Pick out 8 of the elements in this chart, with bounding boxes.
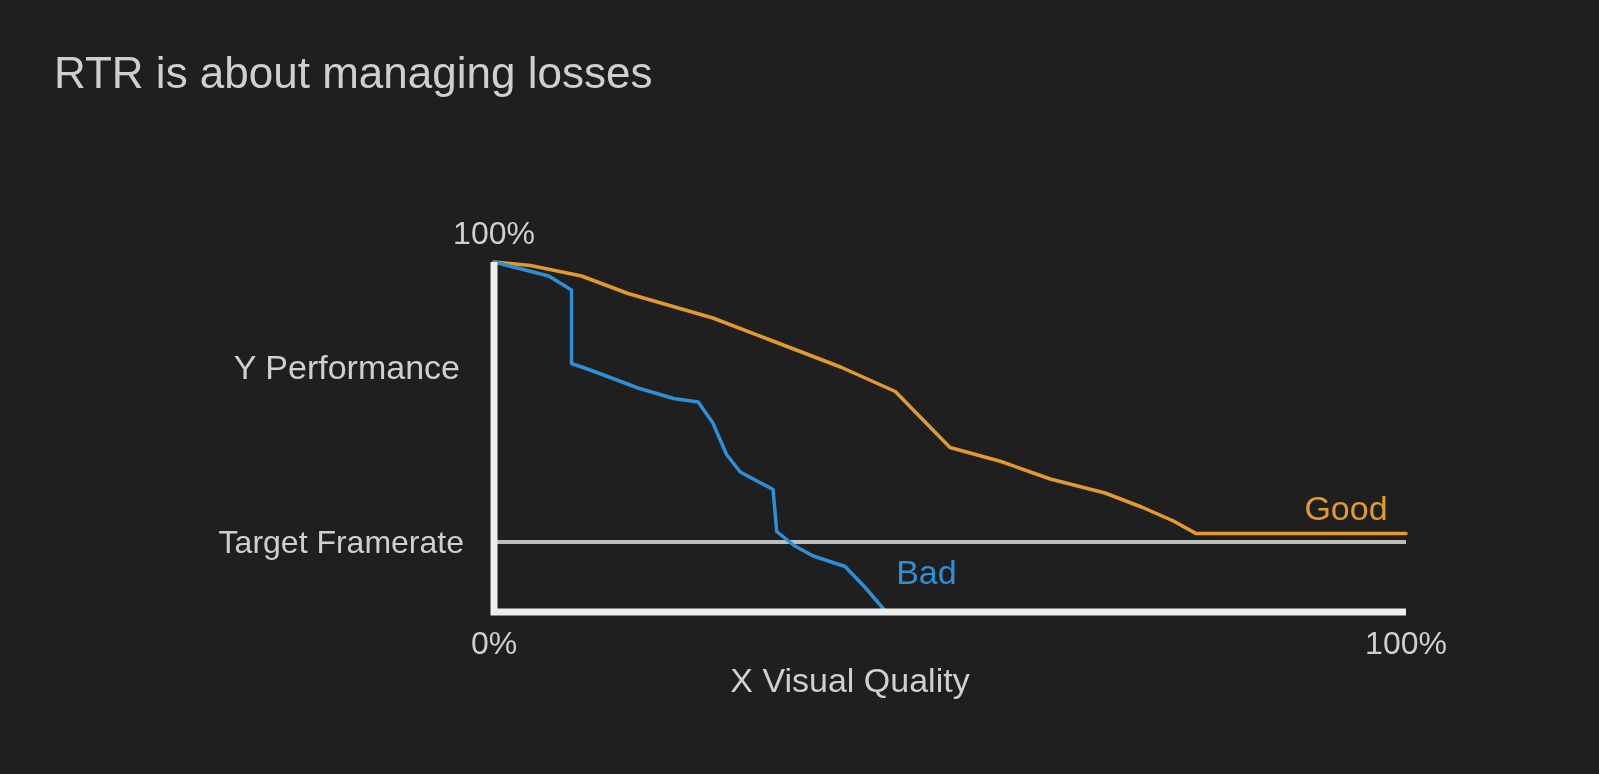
x-axis-title: X Visual Quality <box>730 661 970 699</box>
annotation: 100% <box>453 215 535 251</box>
y-axis-title: Y Performance <box>233 348 460 386</box>
series-label: Good <box>1304 488 1388 527</box>
series-label: Bad <box>896 553 957 591</box>
ref-line-label: Target Framerate <box>218 524 464 560</box>
x-tick-label: 0% <box>470 625 518 661</box>
chart-title: RTR is about managing losses <box>54 48 653 97</box>
